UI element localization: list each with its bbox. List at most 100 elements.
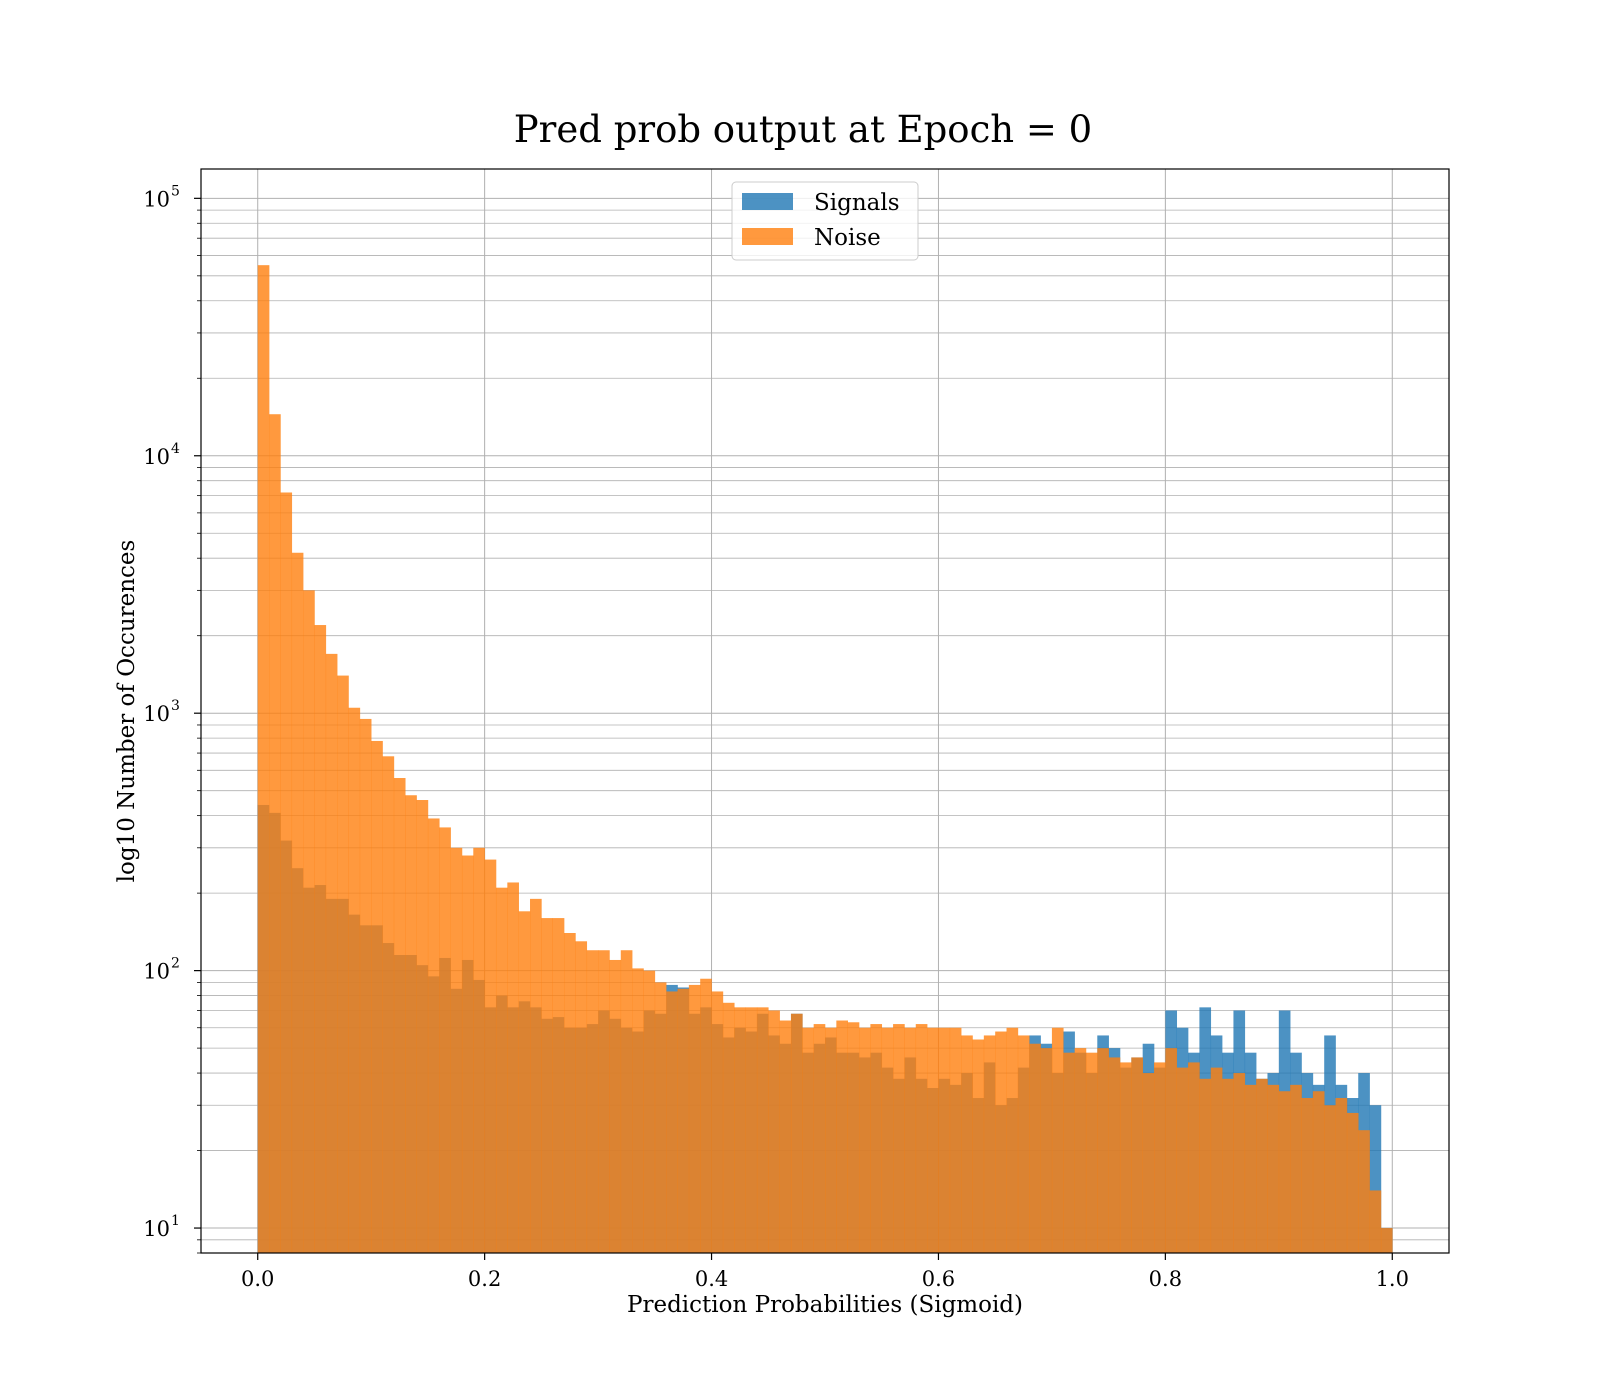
bar-noise [904, 1027, 917, 1253]
legend: Signals Noise [731, 181, 919, 261]
bar-noise [1256, 1078, 1268, 1253]
bar-noise [609, 959, 622, 1253]
bar-noise [632, 968, 644, 1253]
bar-noise [700, 978, 712, 1253]
bar-noise [1040, 1048, 1053, 1253]
bar-noise [586, 950, 599, 1253]
bar-noise [1142, 1073, 1155, 1253]
bar-noise [654, 982, 667, 1253]
plot-frame [200, 168, 1450, 1254]
bar-noise [552, 918, 565, 1253]
x-tick-label: 1.0 [1376, 1267, 1409, 1291]
bar-noise [530, 898, 542, 1253]
bar-noise [518, 911, 531, 1253]
bar-noise [1369, 1190, 1382, 1253]
bar-noise [291, 552, 304, 1253]
bar-noise [995, 1031, 1007, 1253]
bar-noise [348, 707, 361, 1253]
bar-noise [1346, 1112, 1359, 1253]
bar-noise [756, 1007, 769, 1253]
bar-noise [722, 1002, 735, 1253]
bar-noise [1074, 1048, 1087, 1253]
bar-noise [1267, 1084, 1280, 1253]
chart-title: Pred prob output at Epoch = 0 [514, 108, 1092, 151]
x-tick-label: 0.0 [241, 1267, 274, 1291]
bar-noise [1210, 1067, 1223, 1253]
y-tick-label-exponent: 4 [171, 441, 180, 457]
bar-noise [507, 882, 519, 1253]
y-tick-label-exponent: 1 [171, 1213, 180, 1229]
x-axis-label: Prediction Probabilities (Sigmoid) [627, 1292, 1023, 1318]
legend-swatch-noise [742, 228, 793, 245]
bar-noise [427, 818, 440, 1253]
bar-noise [303, 590, 315, 1253]
bar-noise [779, 1020, 792, 1253]
bar-noise [1131, 1057, 1143, 1253]
bar-noise [484, 859, 497, 1253]
bar-noise [1380, 1228, 1393, 1253]
x-tick-label: 0.2 [468, 1267, 501, 1291]
bar-noise [1176, 1067, 1189, 1253]
bar-noise [983, 1035, 996, 1253]
bar-noise [575, 941, 588, 1253]
bar-noise [461, 855, 474, 1253]
bar-noise [881, 1027, 894, 1253]
bar-noise [711, 991, 724, 1253]
bar-noise [825, 1027, 837, 1253]
bar-noise [734, 1007, 746, 1253]
bar-noise [1301, 1098, 1314, 1253]
bar-noise [1290, 1084, 1302, 1253]
y-tick-label-exponent: 2 [171, 956, 180, 972]
bar-noise [1006, 1027, 1019, 1253]
bar-noise [677, 988, 690, 1253]
bar-noise [688, 984, 701, 1253]
bar-noise [768, 1010, 780, 1253]
bar-noise [893, 1024, 905, 1253]
bar-noise [1051, 1027, 1064, 1253]
bar-noise [847, 1022, 860, 1253]
y-tick-label: 10 [143, 445, 170, 469]
legend-label-noise: Noise [814, 225, 881, 251]
bar-signals [1369, 1105, 1382, 1253]
bar-noise [1312, 1091, 1325, 1253]
bar-noise [1029, 1043, 1041, 1253]
bar-noise [1108, 1057, 1121, 1253]
bar-noise [961, 1035, 973, 1253]
legend-swatch-signals [742, 193, 793, 210]
legend-label-signals: Signals [814, 190, 900, 216]
y-tick-label: 10 [143, 960, 170, 984]
bar-noise [1278, 1091, 1291, 1253]
bar-noise [666, 991, 678, 1253]
y-axis-label: log10 Number of Occurences [114, 540, 140, 883]
bar-noise [325, 653, 338, 1253]
y-tick-label-exponent: 3 [171, 698, 180, 714]
bar-noise [1165, 1048, 1178, 1253]
bar-noise [269, 414, 281, 1254]
bar-noise [473, 847, 485, 1253]
y-tick-label-exponent: 5 [171, 183, 180, 199]
bar-noise [541, 918, 554, 1253]
bar-noise [280, 492, 293, 1253]
x-tick-label: 0.8 [1149, 1267, 1182, 1291]
y-tick-label: 10 [143, 702, 170, 726]
bar-noise [371, 740, 383, 1253]
bar-noise [439, 827, 451, 1253]
bar-noise [337, 675, 349, 1253]
bar-noise [405, 795, 417, 1253]
bar-noise [643, 970, 656, 1253]
bar-noise [1324, 1105, 1336, 1253]
bar-noise [1063, 1052, 1075, 1253]
bar-noise [938, 1027, 951, 1253]
bar-noise [393, 778, 406, 1253]
bar-noise [915, 1024, 928, 1253]
series-noise [257, 265, 1393, 1254]
bar-noise [1233, 1073, 1246, 1253]
bar-noise [1188, 1062, 1200, 1253]
bar-noise [416, 800, 429, 1253]
bar-noise [1358, 1130, 1370, 1253]
histogram-bars [257, 265, 1393, 1254]
bar-noise [1154, 1062, 1166, 1253]
bar-noise [1097, 1048, 1109, 1253]
bar-noise [1244, 1084, 1257, 1253]
